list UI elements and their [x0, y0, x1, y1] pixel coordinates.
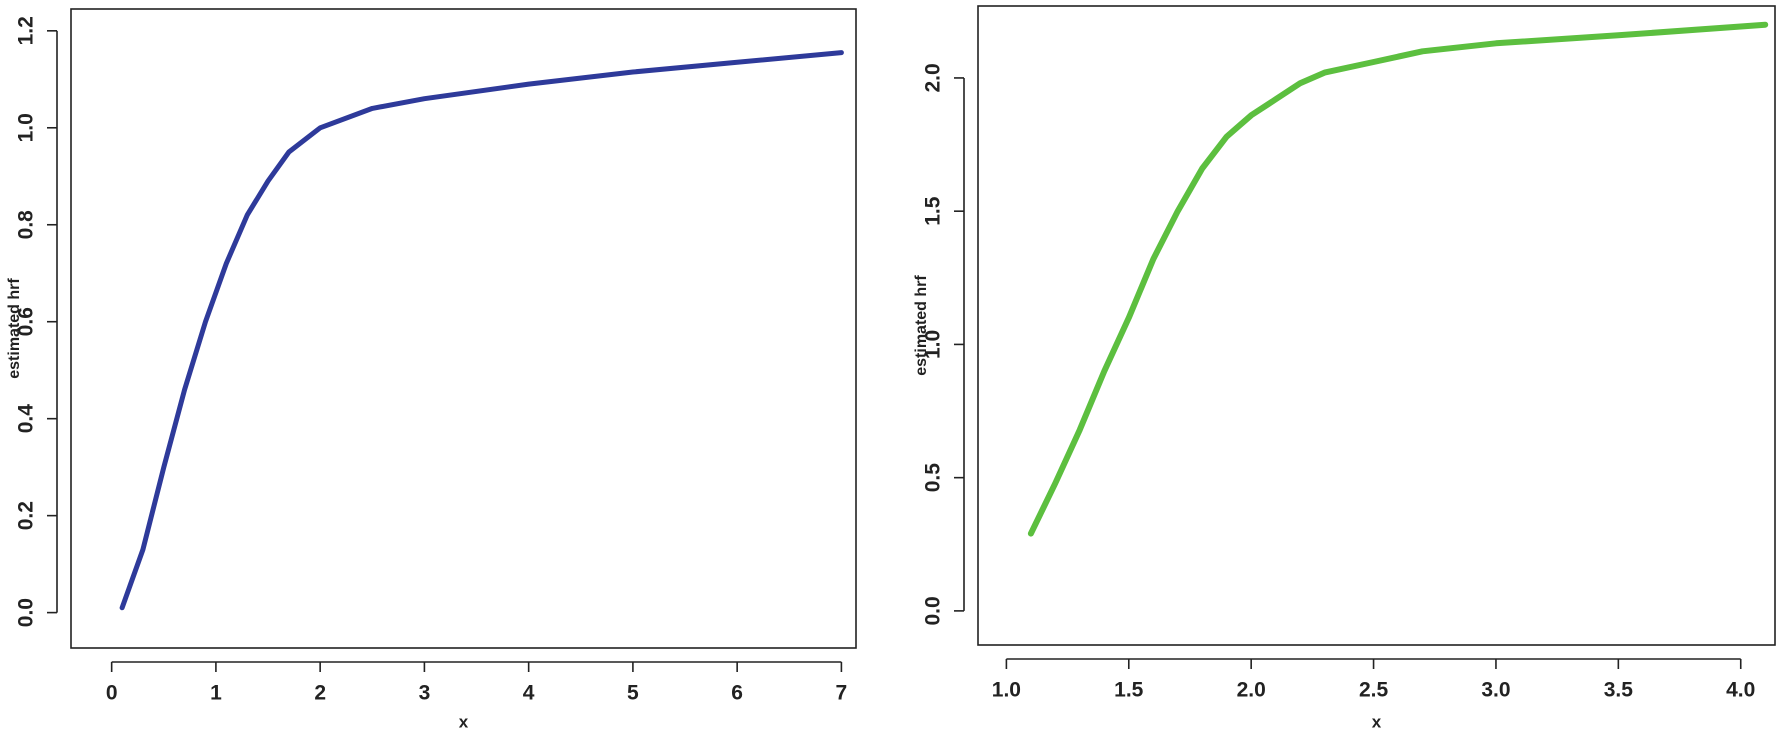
x-tick-label: 1.5: [1114, 679, 1144, 702]
x-tick-label: 5: [627, 682, 639, 705]
y-tick-label: 2.0: [922, 63, 945, 92]
x-tick-label: 1: [210, 682, 222, 705]
plot-box: [977, 5, 1776, 646]
x-tick-label: 4: [523, 682, 535, 705]
y-axis-label: estimated hrf: [6, 278, 23, 379]
x-tick-label: 2.0: [1237, 679, 1266, 702]
x-tick-label: 2: [314, 682, 326, 705]
line: [1027, 21, 1769, 537]
y-tick-label: 0.8: [15, 210, 38, 240]
x-tick-label: 2.5: [1359, 679, 1389, 702]
y-tick-label: 0.0: [922, 596, 945, 625]
x-tick-label: 3.0: [1481, 679, 1510, 702]
x-tick-label: 4.0: [1726, 679, 1755, 702]
y-tick-label: 0.6: [15, 307, 38, 336]
y-tick-label: 1.0: [922, 330, 945, 359]
x-axis-label: x: [1372, 712, 1382, 731]
x-axis-label: x: [459, 712, 469, 731]
x-tick-label: 3: [419, 682, 431, 705]
y-tick-label: 0.0: [15, 598, 38, 627]
x-tick-label: 3.5: [1604, 679, 1634, 702]
x-tick-label: 1.0: [992, 679, 1021, 702]
y-tick-label: 0.5: [922, 463, 945, 493]
y-tick-label: 1.2: [15, 16, 38, 45]
x-tick-label: 6: [731, 682, 743, 705]
line: [119, 50, 844, 611]
y-axis-label: estimated hrf: [913, 275, 930, 376]
y-tick-label: 0.2: [15, 501, 38, 530]
y-tick-label: 1.0: [15, 113, 38, 142]
x-tick-label: 0: [106, 682, 118, 705]
y-tick-label: 1.5: [922, 196, 945, 226]
plot-box: [70, 8, 857, 649]
x-tick-label: 7: [836, 682, 848, 705]
y-tick-label: 0.4: [15, 404, 38, 434]
